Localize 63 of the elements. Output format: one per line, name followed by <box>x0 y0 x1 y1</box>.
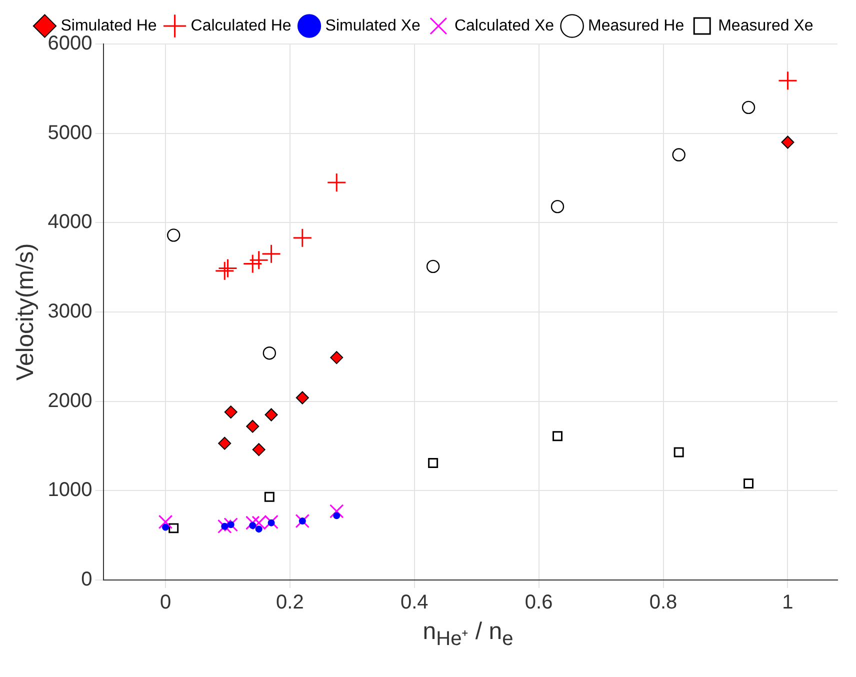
y-tick-label: 1000 <box>48 479 92 502</box>
point <box>264 408 278 422</box>
legend-label: Simulated Xe <box>325 17 421 34</box>
point <box>295 514 310 528</box>
x-tick-label: 0.2 <box>276 592 304 614</box>
point <box>742 100 756 114</box>
y-tick-label: 6000 <box>48 32 92 55</box>
point <box>224 406 238 419</box>
point <box>744 478 754 489</box>
point <box>168 523 179 534</box>
legend-label: Calculated He <box>190 17 292 34</box>
point <box>162 524 170 531</box>
point <box>778 70 798 90</box>
point <box>326 172 346 192</box>
point <box>252 516 266 530</box>
legend-label: Simulated He <box>60 17 157 34</box>
point <box>264 492 274 502</box>
point <box>268 519 275 526</box>
point <box>552 431 562 442</box>
point <box>246 420 260 433</box>
point <box>249 522 256 530</box>
point <box>330 504 344 518</box>
point <box>428 458 438 468</box>
x-tick-label: 0.8 <box>649 592 678 614</box>
point <box>298 518 306 525</box>
y-tick-label: 5000 <box>48 122 92 144</box>
x-tick-label: 0 <box>160 592 172 614</box>
y-tick-label: 2000 <box>48 390 92 412</box>
point <box>333 512 340 520</box>
point <box>221 522 228 530</box>
point <box>262 346 276 360</box>
x-tick-label: 0.4 <box>400 592 428 614</box>
y-tick-label: 3000 <box>48 300 92 323</box>
point <box>218 519 232 534</box>
point <box>330 351 344 364</box>
legend-label: Measured Xe <box>718 17 814 34</box>
x-tick-label: 1 <box>782 592 794 614</box>
point <box>672 148 686 162</box>
point <box>224 518 238 532</box>
point <box>252 443 266 456</box>
point <box>242 254 262 274</box>
legend-label: Calculated Xe <box>454 17 554 34</box>
point <box>674 447 684 458</box>
point <box>158 514 173 530</box>
point <box>550 200 564 214</box>
x-tick-label: 0.6 <box>524 592 553 614</box>
point <box>218 436 232 450</box>
point <box>296 391 309 404</box>
y-tick-label: 0 <box>81 568 92 591</box>
point <box>167 228 180 242</box>
point <box>255 526 262 533</box>
x-axis-title: n$_{He⁺}$ / n$_{e}$ <box>422 618 514 650</box>
point <box>781 136 794 149</box>
y-axis-title: Velocity(m/s) <box>12 243 40 381</box>
point <box>227 521 234 528</box>
point <box>426 260 440 274</box>
point <box>264 514 278 530</box>
point <box>292 228 312 248</box>
point <box>249 250 269 270</box>
point <box>246 516 260 530</box>
point <box>262 244 282 264</box>
legend-label: Measured He <box>588 17 684 34</box>
y-tick-label: 4000 <box>48 211 92 234</box>
